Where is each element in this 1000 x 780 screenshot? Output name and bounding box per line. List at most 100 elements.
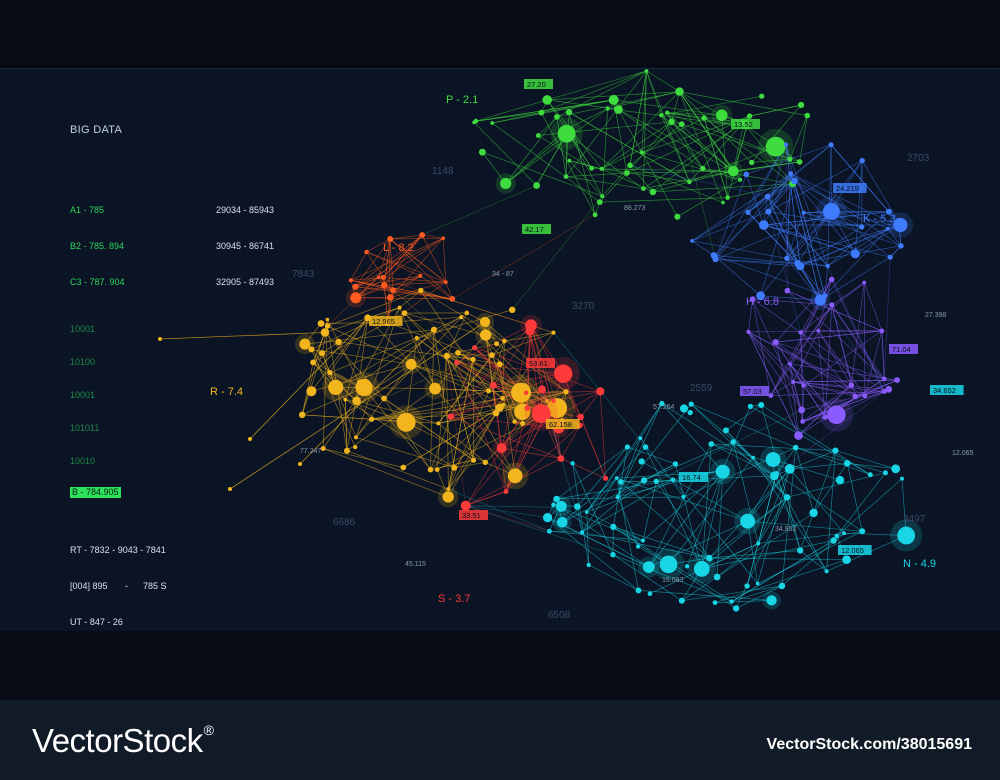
- network-edge: [836, 530, 863, 537]
- network-edge: [641, 461, 748, 522]
- network-node: [570, 461, 575, 466]
- network-node: [688, 401, 694, 407]
- network-edge: [785, 144, 788, 291]
- network-edge: [311, 349, 356, 448]
- network-edge: [713, 255, 761, 297]
- cluster-label: H - 6.8: [746, 296, 779, 308]
- network-edge: [884, 257, 891, 379]
- network-edge: [679, 91, 734, 173]
- network-node: [678, 121, 685, 128]
- network-edge: [547, 70, 647, 101]
- value-tag-text: 42.17: [525, 225, 544, 234]
- network-node: [381, 282, 388, 289]
- network-edge: [692, 240, 828, 267]
- number-label: 6686: [333, 517, 356, 528]
- registered-mark: ®: [203, 722, 214, 738]
- network-node: [308, 346, 315, 353]
- network-edge: [794, 180, 891, 258]
- network-node: [842, 531, 846, 536]
- network-node: [827, 405, 846, 425]
- network-edge: [613, 526, 710, 559]
- network-node: [354, 435, 358, 440]
- network-node: [747, 403, 754, 409]
- network-node: [768, 393, 774, 398]
- network-edge: [757, 530, 863, 584]
- network-edge: [447, 413, 497, 498]
- network-node: [784, 287, 791, 294]
- network-node: [490, 382, 497, 389]
- network-node: [451, 464, 458, 471]
- network-edge: [760, 180, 795, 296]
- network-node: [299, 411, 306, 418]
- network-node: [891, 464, 901, 474]
- network-edge: [556, 70, 647, 118]
- network-node: [758, 402, 765, 408]
- network-edge: [502, 398, 515, 422]
- network-node: [859, 224, 865, 230]
- network-edge: [646, 70, 680, 92]
- network-node: [828, 142, 834, 148]
- network-edge: [355, 276, 379, 288]
- network-edge: [701, 443, 712, 569]
- network-edge: [390, 234, 423, 240]
- network-node: [687, 409, 693, 416]
- network-node: [352, 283, 359, 290]
- network-edge: [322, 319, 328, 449]
- network-edge: [709, 550, 801, 559]
- network-edge: [446, 343, 497, 356]
- network-node: [897, 526, 916, 545]
- network-edge: [747, 212, 801, 267]
- network-node: [783, 142, 789, 147]
- network-edge: [229, 321, 486, 490]
- network-edge: [774, 391, 885, 477]
- network-node: [659, 555, 678, 574]
- network-edge: [776, 473, 863, 532]
- network-node: [828, 276, 835, 283]
- network-node: [743, 171, 750, 178]
- network-node: [881, 389, 887, 394]
- network-node: [765, 452, 781, 467]
- number-label: 88.273: [624, 205, 646, 212]
- number-label: 6508: [548, 610, 571, 621]
- code-line: C3 - 787. 904: [70, 277, 125, 287]
- network-edge: [757, 468, 791, 544]
- network-edge: [450, 416, 562, 459]
- network-edge: [586, 437, 641, 513]
- network-edge: [817, 330, 852, 386]
- network-node: [401, 310, 408, 316]
- network-edge: [713, 180, 795, 256]
- network-edge: [601, 168, 690, 183]
- network-edge: [446, 355, 466, 506]
- network-node: [577, 413, 584, 421]
- value-tag-text: 27.20: [527, 80, 546, 89]
- network-edge: [786, 212, 804, 259]
- network-edge: [790, 173, 900, 228]
- network-node: [418, 287, 424, 294]
- network-node: [801, 383, 806, 388]
- cluster-label: R - 7.4: [210, 386, 243, 398]
- network-node: [772, 339, 779, 346]
- network-edge: [355, 307, 400, 438]
- network-edge: [656, 409, 802, 482]
- network-node: [788, 362, 792, 366]
- network-edge: [562, 463, 676, 523]
- network-edge: [526, 391, 601, 394]
- value-tag-text: 34.652: [933, 386, 956, 395]
- network-edge: [384, 234, 423, 286]
- network-edge: [881, 330, 885, 379]
- value-tag-text: 12.065: [841, 546, 864, 555]
- network-node: [460, 500, 471, 511]
- network-edge: [716, 512, 814, 578]
- network-node: [862, 280, 867, 285]
- network-node: [464, 310, 470, 316]
- network-node: [470, 356, 476, 362]
- network-edge: [505, 108, 608, 184]
- network-edge: [786, 211, 832, 259]
- network-edge: [803, 212, 902, 247]
- network-edge: [735, 585, 783, 609]
- network-edge: [863, 282, 866, 396]
- network-edge: [787, 290, 882, 332]
- network-edge: [446, 354, 516, 476]
- network-edge: [709, 468, 791, 559]
- network-node: [490, 121, 495, 125]
